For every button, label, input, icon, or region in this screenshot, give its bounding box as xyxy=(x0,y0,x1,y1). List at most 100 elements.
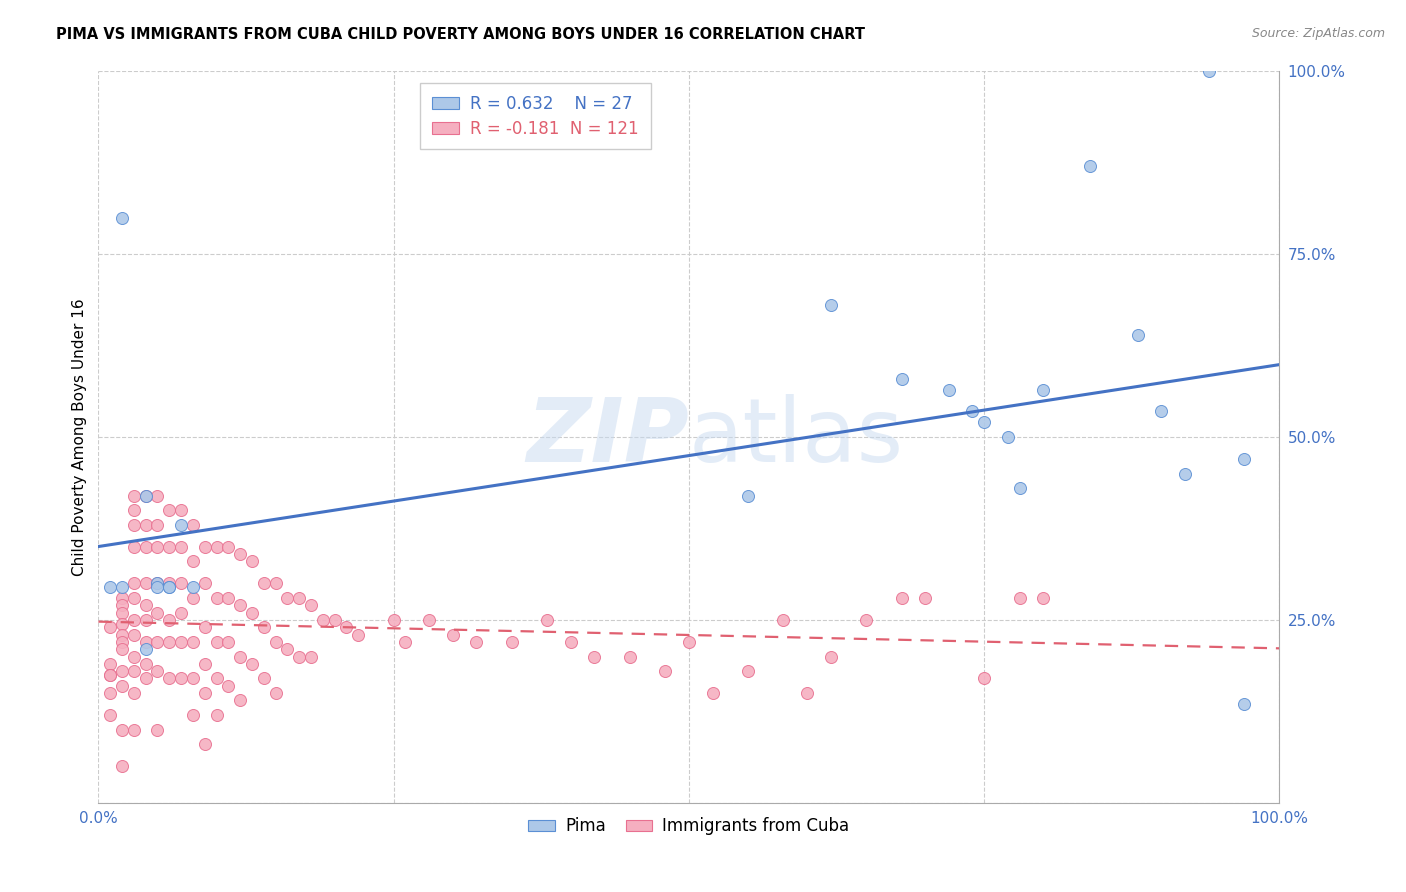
Point xyxy=(323,613,346,627)
Point xyxy=(288,649,311,664)
Point xyxy=(111,723,134,737)
Point xyxy=(820,649,842,664)
Point xyxy=(146,664,169,678)
Point xyxy=(194,576,217,591)
Point xyxy=(146,723,169,737)
Point xyxy=(111,580,134,594)
Point xyxy=(560,635,582,649)
Point xyxy=(772,613,794,627)
Point xyxy=(122,613,145,627)
Point xyxy=(973,672,995,686)
Point xyxy=(253,672,276,686)
Point xyxy=(122,591,145,605)
Point xyxy=(229,599,252,613)
Point xyxy=(194,686,217,700)
Point xyxy=(194,540,217,554)
Point xyxy=(98,686,121,700)
Point xyxy=(135,489,157,503)
Point xyxy=(122,686,145,700)
Point xyxy=(938,383,960,397)
Point xyxy=(111,591,134,605)
Point xyxy=(217,679,239,693)
Text: PIMA VS IMMIGRANTS FROM CUBA CHILD POVERTY AMONG BOYS UNDER 16 CORRELATION CHART: PIMA VS IMMIGRANTS FROM CUBA CHILD POVER… xyxy=(56,27,865,42)
Point xyxy=(146,576,169,591)
Point xyxy=(111,679,134,693)
Point xyxy=(276,591,298,605)
Point xyxy=(111,616,134,631)
Point xyxy=(820,298,842,312)
Point xyxy=(217,635,239,649)
Point xyxy=(98,580,121,594)
Point xyxy=(98,667,121,681)
Point xyxy=(170,540,193,554)
Point xyxy=(122,664,145,678)
Point xyxy=(98,667,121,681)
Point xyxy=(122,517,145,532)
Point xyxy=(194,657,217,671)
Point xyxy=(157,635,180,649)
Point xyxy=(536,613,558,627)
Point xyxy=(135,613,157,627)
Point xyxy=(122,576,145,591)
Point xyxy=(229,649,252,664)
Point xyxy=(111,599,134,613)
Point xyxy=(1150,404,1173,418)
Point xyxy=(890,371,912,385)
Point xyxy=(98,657,121,671)
Point xyxy=(205,591,228,605)
Point xyxy=(181,580,204,594)
Point xyxy=(914,591,936,605)
Point xyxy=(157,503,180,517)
Point xyxy=(229,547,252,561)
Point xyxy=(276,642,298,657)
Point xyxy=(382,613,405,627)
Point xyxy=(583,649,606,664)
Point xyxy=(135,517,157,532)
Point xyxy=(181,517,204,532)
Point xyxy=(135,576,157,591)
Point xyxy=(1080,160,1102,174)
Point xyxy=(253,576,276,591)
Point xyxy=(135,540,157,554)
Point xyxy=(205,540,228,554)
Point xyxy=(170,503,193,517)
Point xyxy=(973,416,995,430)
Point xyxy=(98,620,121,634)
Point xyxy=(146,517,169,532)
Point xyxy=(111,642,134,657)
Point xyxy=(181,635,204,649)
Text: Source: ZipAtlas.com: Source: ZipAtlas.com xyxy=(1251,27,1385,40)
Point xyxy=(394,635,416,649)
Point xyxy=(205,672,228,686)
Point xyxy=(122,540,145,554)
Point xyxy=(1198,64,1220,78)
Point xyxy=(737,489,759,503)
Point xyxy=(98,708,121,723)
Point xyxy=(1008,481,1031,495)
Point xyxy=(229,693,252,707)
Point xyxy=(217,591,239,605)
Point xyxy=(678,635,700,649)
Point xyxy=(157,672,180,686)
Point xyxy=(205,635,228,649)
Text: ZIP: ZIP xyxy=(526,393,689,481)
Point xyxy=(654,664,676,678)
Point xyxy=(146,606,169,620)
Point xyxy=(122,627,145,641)
Point xyxy=(264,635,287,649)
Point xyxy=(170,635,193,649)
Point xyxy=(181,591,204,605)
Point xyxy=(111,606,134,620)
Point xyxy=(418,613,440,627)
Point xyxy=(312,613,335,627)
Text: atlas: atlas xyxy=(689,393,904,481)
Point xyxy=(501,635,523,649)
Point xyxy=(146,635,169,649)
Point xyxy=(122,489,145,503)
Point xyxy=(146,576,169,591)
Point xyxy=(146,580,169,594)
Point xyxy=(1233,697,1256,711)
Point xyxy=(122,723,145,737)
Point xyxy=(135,672,157,686)
Point xyxy=(111,211,134,225)
